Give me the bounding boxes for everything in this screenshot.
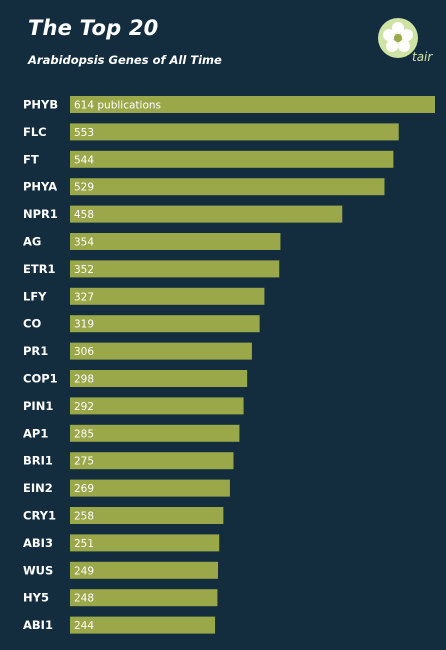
bar (70, 507, 224, 524)
category-label: COP1 (23, 372, 58, 386)
category-label: AG (23, 235, 41, 249)
value-label: 248 (74, 593, 94, 605)
logo-text: tair (412, 50, 433, 64)
bar (70, 287, 265, 305)
value-label: 553 (74, 127, 94, 139)
category-label: ETR1 (23, 262, 56, 276)
bar (70, 315, 260, 333)
category-label: FLC (23, 125, 47, 139)
value-label: 306 (74, 346, 94, 358)
bar (70, 233, 281, 250)
bar (70, 397, 244, 415)
category-label: BRI1 (23, 454, 53, 468)
value-label: 285 (74, 428, 94, 440)
value-label: 529 (74, 182, 94, 194)
category-label: EIN2 (23, 481, 53, 495)
bar (70, 616, 216, 634)
tair-flower-icon (378, 18, 418, 58)
value-label: 258 (74, 511, 94, 523)
value-label: 354 (74, 237, 94, 249)
category-label: ABI3 (23, 536, 53, 550)
bar (70, 342, 252, 360)
bar (70, 260, 280, 278)
category-label: PIN1 (23, 399, 53, 413)
bar (70, 96, 435, 113)
category-label: WUS (23, 563, 53, 577)
value-label: 319 (74, 319, 94, 331)
value-label: 292 (74, 401, 94, 413)
category-label: PHYA (23, 180, 57, 194)
bar (70, 561, 219, 579)
bar (70, 424, 240, 442)
bar (70, 370, 248, 387)
value-label: 614 publications (74, 100, 161, 112)
category-label: CRY1 (23, 509, 56, 523)
bar (70, 205, 343, 223)
category-label: ABI1 (23, 618, 53, 632)
chart-title: The Top 20 (28, 16, 159, 40)
bar (70, 589, 218, 607)
bar (70, 123, 399, 141)
category-label: FT (23, 152, 39, 166)
value-label: 458 (74, 209, 94, 221)
category-label: CO (23, 317, 41, 331)
value-label: 244 (74, 620, 94, 632)
bar (70, 178, 385, 196)
chart-subtitle: Arabidopsis Genes of All Time (28, 53, 222, 67)
bar (70, 452, 234, 470)
value-label: 275 (74, 456, 94, 468)
value-label: 298 (74, 374, 94, 386)
value-label: 544 (74, 154, 94, 166)
value-label: 249 (74, 565, 94, 577)
bar (70, 479, 230, 497)
category-label: HY5 (23, 591, 49, 605)
value-label: 327 (74, 291, 94, 303)
value-label: 251 (74, 538, 94, 550)
category-label: NPR1 (23, 207, 58, 221)
category-label: PHYB (23, 98, 58, 112)
bar (70, 150, 394, 168)
value-label: 352 (74, 264, 94, 276)
category-label: PR1 (23, 344, 48, 358)
bar (70, 534, 220, 552)
value-label: 269 (74, 483, 94, 495)
category-label: LFY (23, 289, 47, 303)
category-label: AP1 (23, 426, 48, 440)
